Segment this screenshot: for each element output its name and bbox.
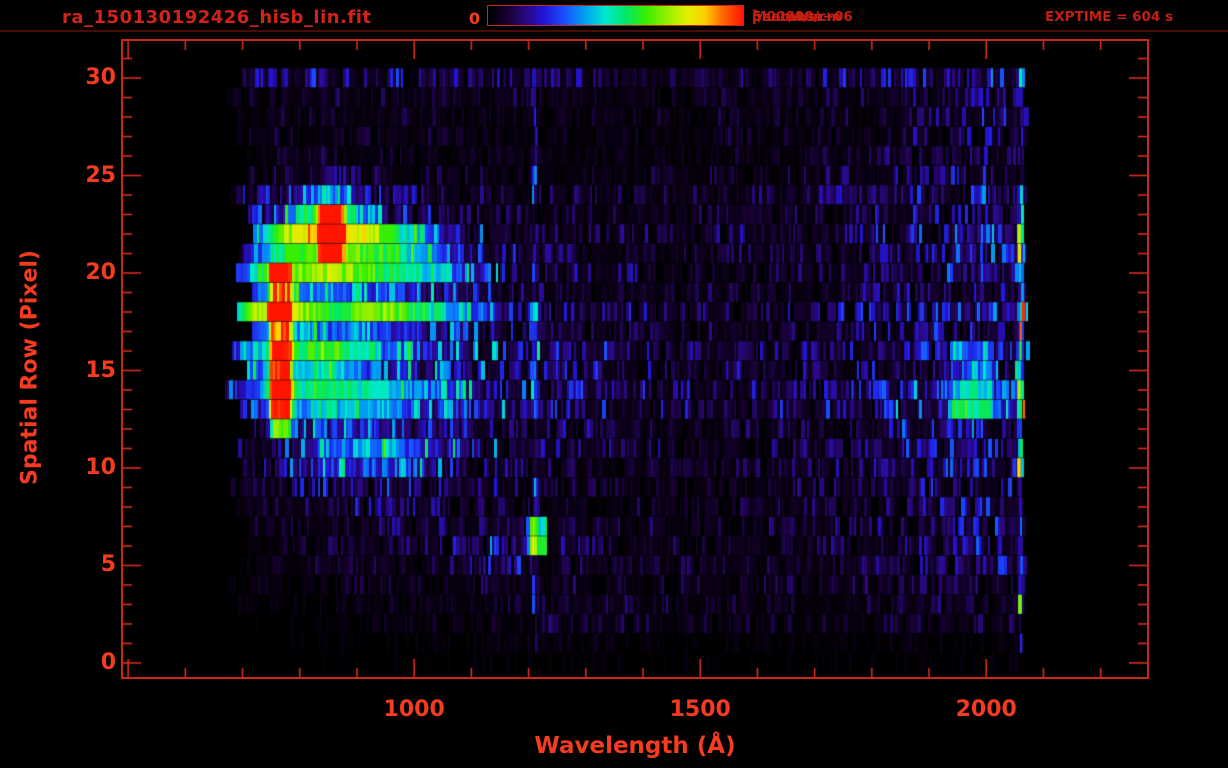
- y-tick-label: 0: [100, 649, 116, 675]
- y-tick-label: 25: [85, 162, 116, 188]
- y-tick-label: 15: [85, 357, 116, 383]
- y-axis-title: Spatial Row (Pixel): [17, 250, 43, 486]
- plot-frame: [121, 39, 1149, 679]
- y-tick-label: 10: [85, 454, 116, 480]
- spectral-image-canvas[interactable]: [123, 41, 1147, 677]
- colorbar-gradient: [487, 5, 744, 26]
- y-tick-label: 30: [85, 65, 116, 91]
- x-tick-label: 1000: [383, 697, 445, 722]
- superscript-2: 2: [752, 9, 759, 19]
- x-axis-title: Wavelength (Å): [534, 733, 736, 759]
- colorbar-min-label: 0: [468, 9, 480, 28]
- y-tick-label: 5: [100, 552, 116, 578]
- y-tick-label: 20: [85, 260, 116, 286]
- colorbar-max-label: 5.00000e+06 photons/cm 2/sec/A/sr: [752, 9, 853, 25]
- file-title: ra_150130192426_hisb_lin.fit: [62, 7, 372, 28]
- x-tick-label: 1500: [669, 697, 731, 722]
- x-tick-label: 2000: [955, 697, 1017, 722]
- exptime-label: EXPTIME = 604 s: [1045, 9, 1174, 25]
- header-divider: [0, 30, 1228, 32]
